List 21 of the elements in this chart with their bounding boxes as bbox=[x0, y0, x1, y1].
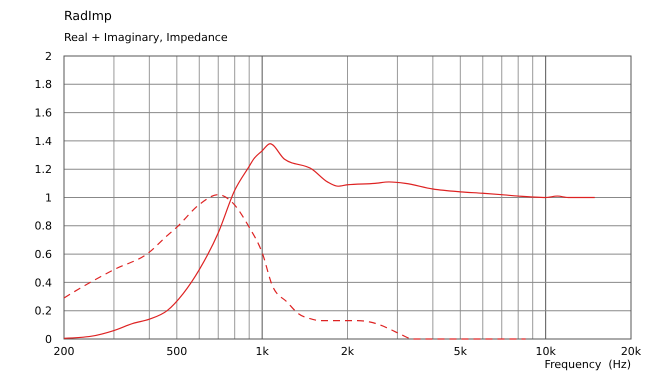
y-tick-label: 0.8 bbox=[34, 220, 52, 233]
y-tick-label: 1 bbox=[45, 191, 52, 204]
y-tick-label: 1.4 bbox=[34, 134, 52, 148]
x-tick-label: 1k bbox=[255, 345, 270, 358]
x-tick-label: 2k bbox=[340, 345, 355, 358]
x-tick-label: 500 bbox=[166, 345, 188, 358]
y-tick-label: 0.6 bbox=[34, 248, 52, 261]
y-tick-label: 0 bbox=[45, 332, 52, 346]
x-tick-label: 10k bbox=[535, 345, 556, 358]
x-tick-label: 20k bbox=[620, 345, 642, 358]
y-tick-label: 0.2 bbox=[34, 304, 52, 318]
chart-subtitle: Real + Imaginary, Impedance bbox=[64, 31, 228, 44]
y-tick-label: 1.2 bbox=[34, 163, 52, 176]
y-tick-label: 1.8 bbox=[34, 78, 52, 92]
chart-title: RadImp bbox=[64, 8, 112, 23]
y-tick-label: 1.6 bbox=[34, 106, 52, 120]
x-axis-title: Frequency (Hz) bbox=[544, 358, 631, 371]
x-tick-label: 5k bbox=[454, 345, 468, 358]
y-tick-label: 0.4 bbox=[34, 276, 52, 290]
x-tick-label: 200 bbox=[54, 345, 74, 358]
y-tick-label: 2 bbox=[45, 50, 52, 63]
